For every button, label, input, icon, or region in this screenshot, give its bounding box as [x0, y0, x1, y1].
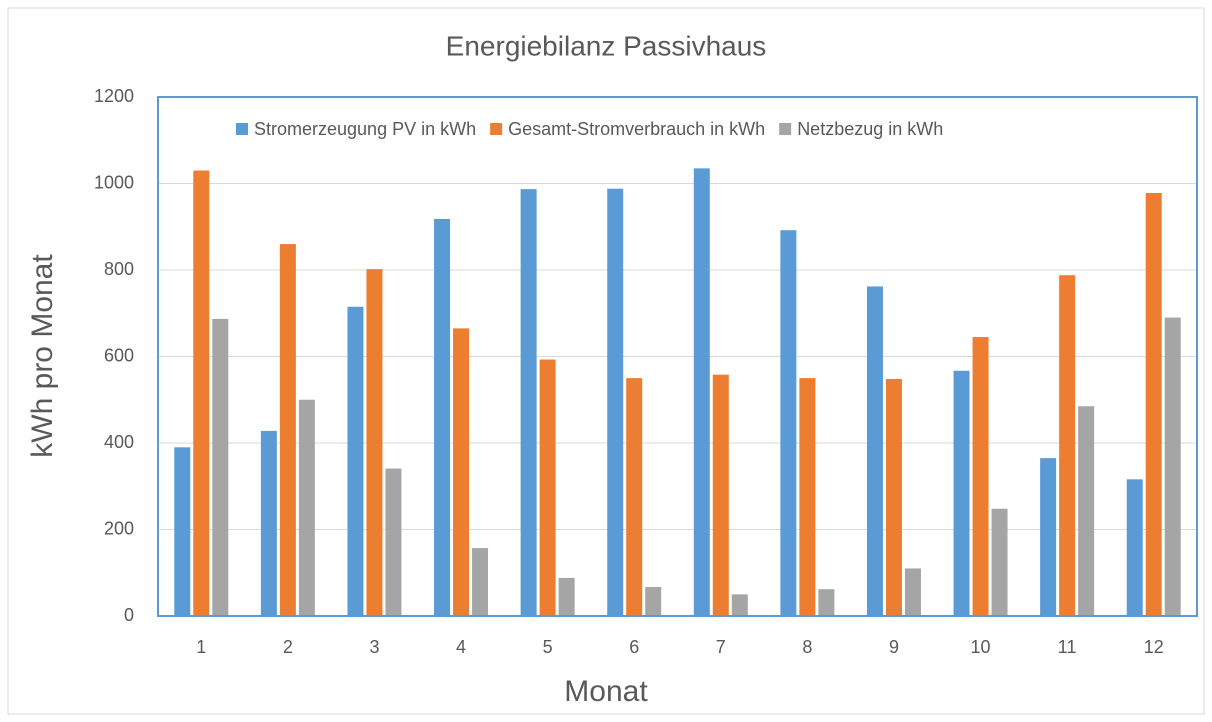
bar [991, 508, 1008, 616]
bar [520, 189, 537, 616]
bar [1126, 479, 1143, 616]
bar [645, 587, 662, 616]
y-tick-label: 0 [124, 605, 134, 625]
bar [780, 230, 797, 616]
x-tick-label: 8 [802, 637, 812, 657]
bar [1059, 275, 1076, 616]
plot-frame [157, 96, 1198, 617]
bar [1040, 458, 1057, 616]
x-axis-label: Monat [564, 675, 648, 708]
bar [818, 589, 835, 616]
y-tick-label: 1200 [94, 86, 134, 106]
legend-label: Stromerzeugung PV in kWh [254, 119, 476, 139]
bar [1078, 406, 1095, 616]
legend-label: Netzbezug in kWh [797, 119, 943, 139]
y-tick-label: 600 [104, 345, 134, 365]
y-tick-label: 200 [104, 518, 134, 538]
bar [453, 328, 470, 616]
bar [472, 548, 489, 616]
bar [1145, 193, 1162, 616]
x-tick-label: 6 [629, 637, 639, 657]
bar [260, 430, 277, 616]
bar [693, 168, 710, 617]
x-tick-label: 11 [1058, 637, 1077, 657]
bar [972, 337, 989, 616]
bar [385, 468, 402, 616]
bar [799, 378, 816, 616]
bar [212, 318, 229, 616]
x-tick-label: 4 [456, 637, 466, 657]
bar [279, 244, 296, 617]
bars [174, 168, 1181, 617]
y-tick-label: 400 [104, 432, 134, 452]
legend-swatch [490, 123, 503, 135]
bar [712, 374, 729, 616]
x-tick-label: 9 [889, 637, 899, 657]
bar [174, 447, 191, 616]
x-tick-label: 5 [543, 637, 553, 657]
bar [885, 378, 902, 616]
y-tick-label: 1000 [94, 172, 134, 192]
bar [539, 359, 556, 616]
bar [607, 188, 624, 616]
bar [866, 286, 883, 616]
y-tick-label: 800 [104, 259, 134, 279]
legend-swatch [236, 123, 248, 135]
legend-swatch [779, 123, 792, 135]
legend: Stromerzeugung PV in kWh Gesamt-Stromverb… [236, 119, 943, 139]
bar [1164, 317, 1181, 616]
bar [298, 399, 315, 616]
bar [434, 218, 451, 616]
bar [558, 577, 575, 616]
bar [731, 594, 748, 616]
bar [366, 269, 383, 616]
bar [193, 170, 210, 616]
x-tick-label: 1 [196, 637, 206, 657]
bar [904, 568, 921, 616]
x-tick-label: 12 [1144, 637, 1164, 657]
bar [626, 378, 643, 616]
chart-title: Energiebilanz Passivhaus [446, 30, 767, 61]
legend-label: Gesamt-Stromverbrauch in kWh [508, 119, 765, 139]
x-tick-label: 7 [716, 637, 726, 657]
x-tick-label: 3 [369, 637, 379, 657]
bar [953, 370, 970, 616]
y-axis-label: kWh pro Monat [26, 254, 59, 458]
bar [347, 306, 364, 616]
x-tick-label: 10 [971, 637, 991, 657]
x-tick-label: 2 [283, 637, 293, 657]
